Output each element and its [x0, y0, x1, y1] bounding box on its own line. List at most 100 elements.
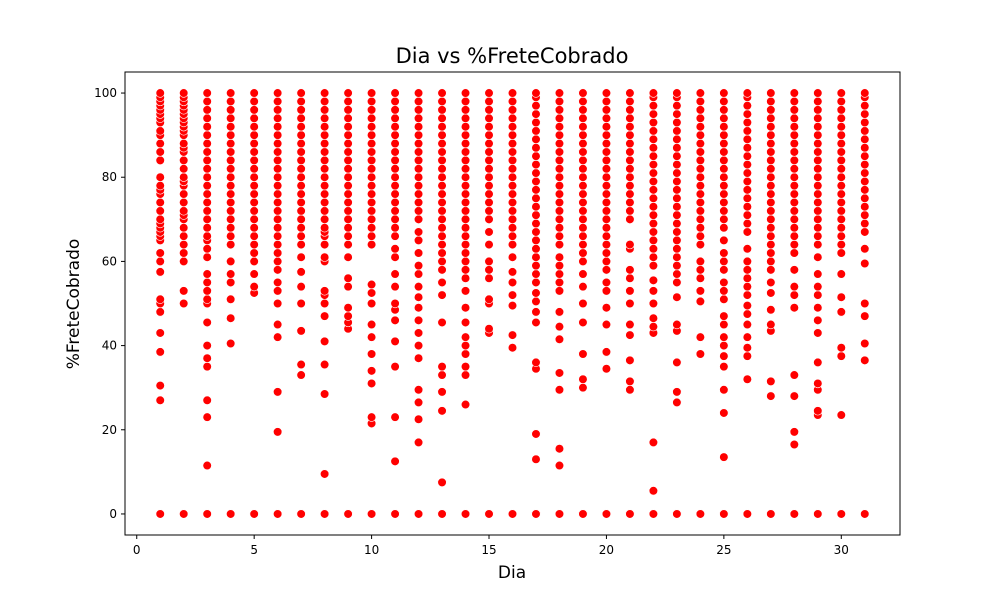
data-point — [249, 509, 259, 519]
data-point — [578, 248, 588, 258]
data-point — [789, 509, 799, 519]
data-point — [413, 353, 424, 363]
data-point — [226, 338, 236, 349]
data-point — [578, 223, 588, 233]
data-point — [179, 155, 189, 165]
data-point — [437, 164, 447, 174]
data-point — [648, 298, 659, 309]
data-point — [390, 214, 400, 224]
data-point — [601, 231, 612, 241]
x-tick-label: 15 — [481, 543, 496, 557]
data-point — [554, 460, 565, 471]
data-point — [531, 160, 541, 170]
data-point — [507, 290, 518, 300]
data-point — [719, 351, 729, 361]
data-point — [672, 88, 682, 98]
data-point — [273, 427, 283, 437]
data-point — [390, 336, 400, 346]
data-point — [155, 155, 165, 165]
data-point — [343, 181, 353, 191]
data-point — [413, 340, 424, 351]
data-point — [813, 189, 823, 199]
data-point — [789, 155, 799, 165]
data-point — [742, 351, 752, 361]
data-point — [554, 138, 565, 149]
data-point — [460, 181, 471, 191]
data-point — [742, 109, 752, 119]
data-point — [460, 223, 471, 233]
data-point — [484, 113, 494, 123]
data-point — [719, 362, 729, 372]
data-point — [507, 113, 518, 123]
data-point — [648, 275, 659, 285]
data-point — [695, 206, 705, 216]
data-point — [507, 164, 518, 174]
data-point — [320, 389, 330, 399]
data-point — [413, 437, 424, 448]
data-point — [554, 261, 565, 271]
data-point — [836, 138, 846, 149]
data-point — [860, 338, 870, 349]
data-point — [766, 197, 776, 208]
data-point — [343, 138, 353, 149]
data-point — [437, 138, 447, 149]
data-point — [507, 147, 518, 157]
data-point — [460, 349, 471, 359]
data-point — [578, 231, 588, 241]
data-point — [789, 427, 799, 437]
data-point — [390, 231, 400, 241]
data-point — [366, 349, 377, 359]
data-point — [742, 265, 752, 275]
data-point — [226, 147, 236, 157]
data-point — [390, 206, 400, 216]
data-point — [625, 138, 635, 149]
y-tick-label: 100 — [94, 86, 117, 100]
data-point — [366, 412, 377, 422]
data-point — [601, 138, 612, 149]
data-point — [719, 189, 729, 199]
data-point — [789, 88, 799, 98]
data-point — [625, 206, 635, 216]
data-point — [672, 202, 682, 212]
data-point — [226, 256, 236, 267]
data-point — [601, 155, 612, 165]
data-point — [484, 130, 494, 140]
data-point — [484, 294, 494, 304]
data-point — [273, 181, 283, 191]
data-point — [226, 509, 236, 519]
data-point — [413, 214, 424, 224]
data-point — [320, 147, 330, 157]
data-point — [554, 286, 565, 296]
data-point — [860, 244, 870, 254]
data-point — [249, 172, 259, 182]
data-point — [273, 387, 283, 397]
data-point — [273, 231, 283, 241]
data-point — [766, 147, 776, 157]
data-point — [296, 147, 306, 157]
data-point — [601, 239, 612, 250]
data-point — [813, 315, 823, 325]
data-point — [202, 223, 212, 233]
data-point — [366, 319, 377, 330]
data-point — [766, 105, 776, 115]
data-point — [860, 298, 870, 309]
data-point — [531, 202, 541, 212]
data-point — [413, 172, 424, 182]
data-point — [531, 143, 541, 153]
data-point — [413, 138, 424, 149]
data-point — [601, 172, 612, 182]
data-point — [766, 206, 776, 216]
data-point — [390, 223, 400, 233]
data-point — [390, 412, 400, 422]
data-point — [625, 298, 635, 309]
data-point — [625, 122, 635, 132]
data-point — [249, 248, 259, 258]
chart-title: Dia vs %FreteCobrado — [396, 44, 629, 68]
data-point — [460, 317, 471, 328]
data-point — [273, 332, 283, 342]
data-point — [273, 172, 283, 182]
data-point — [672, 160, 682, 170]
data-point — [226, 122, 236, 132]
data-point — [648, 210, 659, 220]
